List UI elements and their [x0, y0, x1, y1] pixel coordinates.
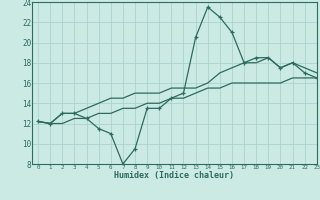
- X-axis label: Humidex (Indice chaleur): Humidex (Indice chaleur): [115, 171, 234, 180]
